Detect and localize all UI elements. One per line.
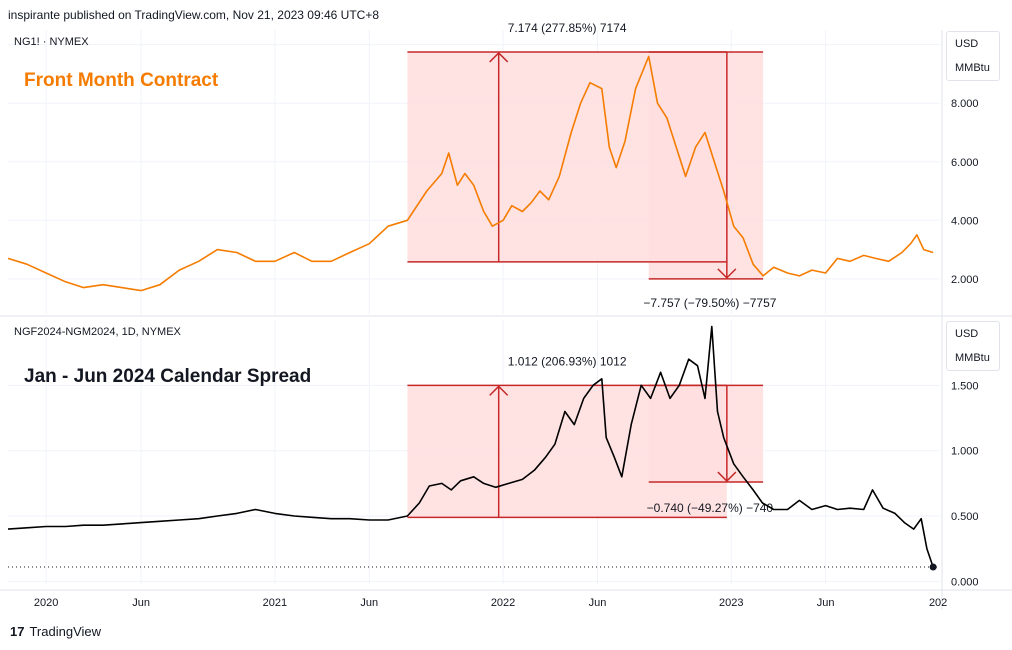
- y-tick-label: 4.000: [951, 215, 979, 227]
- unit-currency: USD: [955, 328, 979, 340]
- x-tick-label: Jun: [589, 597, 607, 609]
- x-tick-label: 202: [929, 597, 947, 609]
- y-tick-label: 8.000: [951, 98, 979, 110]
- y-tick-label: 1.000: [951, 446, 979, 458]
- y-tick-label: 6.000: [951, 157, 979, 169]
- measure-up-arrowhead: [489, 51, 509, 63]
- unit-measure: MMBtu: [955, 62, 990, 74]
- footer-brand-text: TradingView: [29, 624, 102, 639]
- unit-measure: MMBtu: [955, 352, 990, 364]
- measure-up-arrowhead: [489, 385, 509, 396]
- chart-title-spread: Jan - Jun 2024 Calendar Spread: [24, 366, 312, 387]
- symbol-label-spread: NGF2024-NGM2024, 1D, NYMEX: [14, 326, 181, 338]
- symbol-label-front: NG1! · NYMEX: [14, 36, 89, 48]
- x-tick-label: 2022: [491, 597, 515, 609]
- series-layer: [7, 55, 940, 571]
- measure-layer: 7.174 (277.85%) 7174 −7.757 (−79.50%) −77…: [407, 21, 777, 519]
- unit-currency: USD: [955, 38, 979, 50]
- unit-selector-front[interactable]: USD MMBtu: [946, 31, 1000, 81]
- y-tick-label: 0.500: [951, 511, 979, 523]
- x-tick-label: Jun: [817, 597, 835, 609]
- measure-down-label: −0.740 (−49.27%) −740: [647, 501, 774, 515]
- series-line-front-month: [7, 55, 934, 292]
- chart-title-front: Front Month Contract: [24, 70, 219, 91]
- x-tick-label: 2021: [263, 597, 287, 609]
- y-tick-label: 2.000: [951, 274, 979, 286]
- measure-down-label: −7.757 (−79.50%) −7757: [643, 296, 776, 310]
- footer-branding[interactable]: 17 TradingView: [10, 624, 101, 639]
- x-tick-label: Jun: [132, 597, 150, 609]
- tradingview-logo-icon: 17: [10, 624, 25, 639]
- y-tick-label: 1.500: [951, 380, 979, 392]
- axis-layer: 2.0004.0006.0008.00010.0000.0000.5001.00…: [0, 30, 1012, 610]
- x-tick-label: 2023: [719, 597, 743, 609]
- measure-down-arrowhead: [717, 268, 737, 279]
- x-tick-label: 2020: [34, 597, 58, 609]
- measure-up-label: 1.012 (206.93%) 1012: [508, 354, 627, 368]
- last-value-dot: [929, 563, 937, 571]
- measure-down-box: [648, 385, 764, 483]
- y-tick-label: 0.000: [951, 576, 979, 588]
- measure-up-label: 7.174 (277.85%) 7174: [508, 21, 627, 35]
- series-line-calendar-spread: [7, 325, 934, 568]
- unit-selector-spread[interactable]: USD MMBtu: [946, 321, 1000, 371]
- publish-header: inspirante published on TradingView.com,…: [8, 8, 380, 22]
- measure-down-arrowhead: [717, 471, 737, 483]
- x-tick-label: Jun: [360, 597, 378, 609]
